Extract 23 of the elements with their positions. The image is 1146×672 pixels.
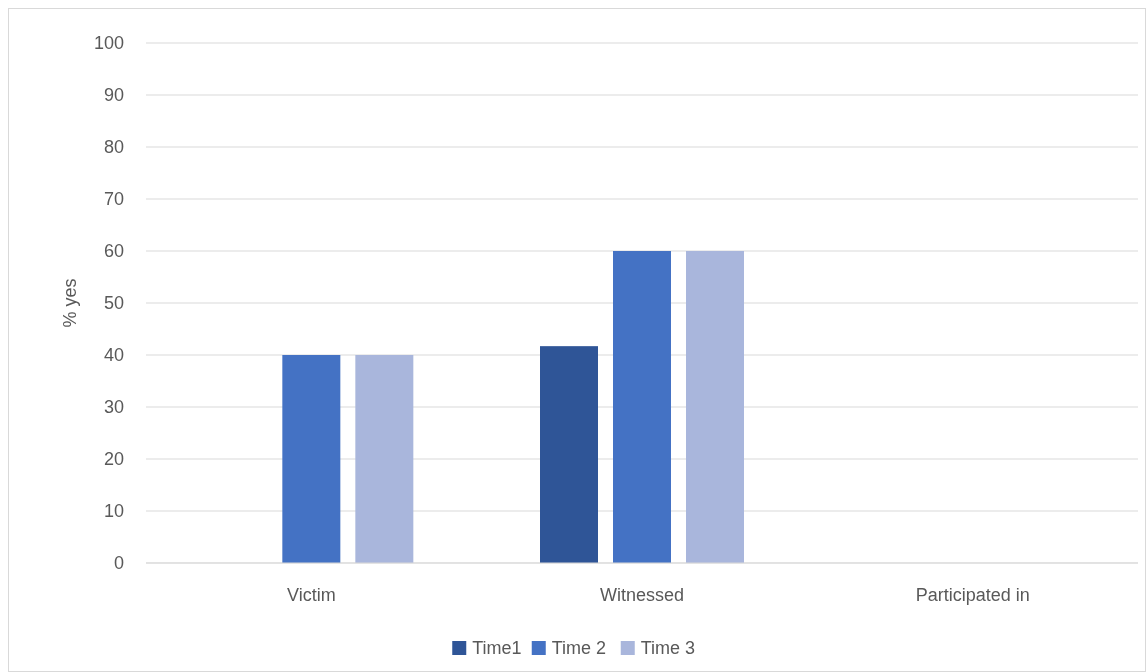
bar [355,355,414,563]
y-tick-label: 80 [103,137,124,158]
legend-label: Time 3 [640,638,696,659]
x-tick-label: Victim [286,585,336,605]
legend-label: Time 2 [551,638,607,659]
bar [282,355,341,563]
y-tick-label: 100 [93,33,124,54]
bar [686,251,744,563]
y-tick-label: 70 [103,189,124,210]
x-tick-label: Witnessed [599,585,685,605]
y-tick-label: 50 [103,293,124,314]
y-tick-label: 0 [113,553,124,574]
bar [613,251,671,563]
y-tick-label: 30 [103,397,124,418]
y-tick-label: 90 [103,85,124,106]
y-tick-label: 40 [103,345,124,366]
y-axis-title: % yes [60,278,80,328]
y-tick-label: 10 [103,501,124,522]
bar [540,346,598,563]
x-tick-label: Participated in [915,585,1030,605]
legend-label: Time1 [472,638,522,659]
y-tick-label: 20 [103,449,124,470]
y-tick-label: 60 [103,241,124,262]
